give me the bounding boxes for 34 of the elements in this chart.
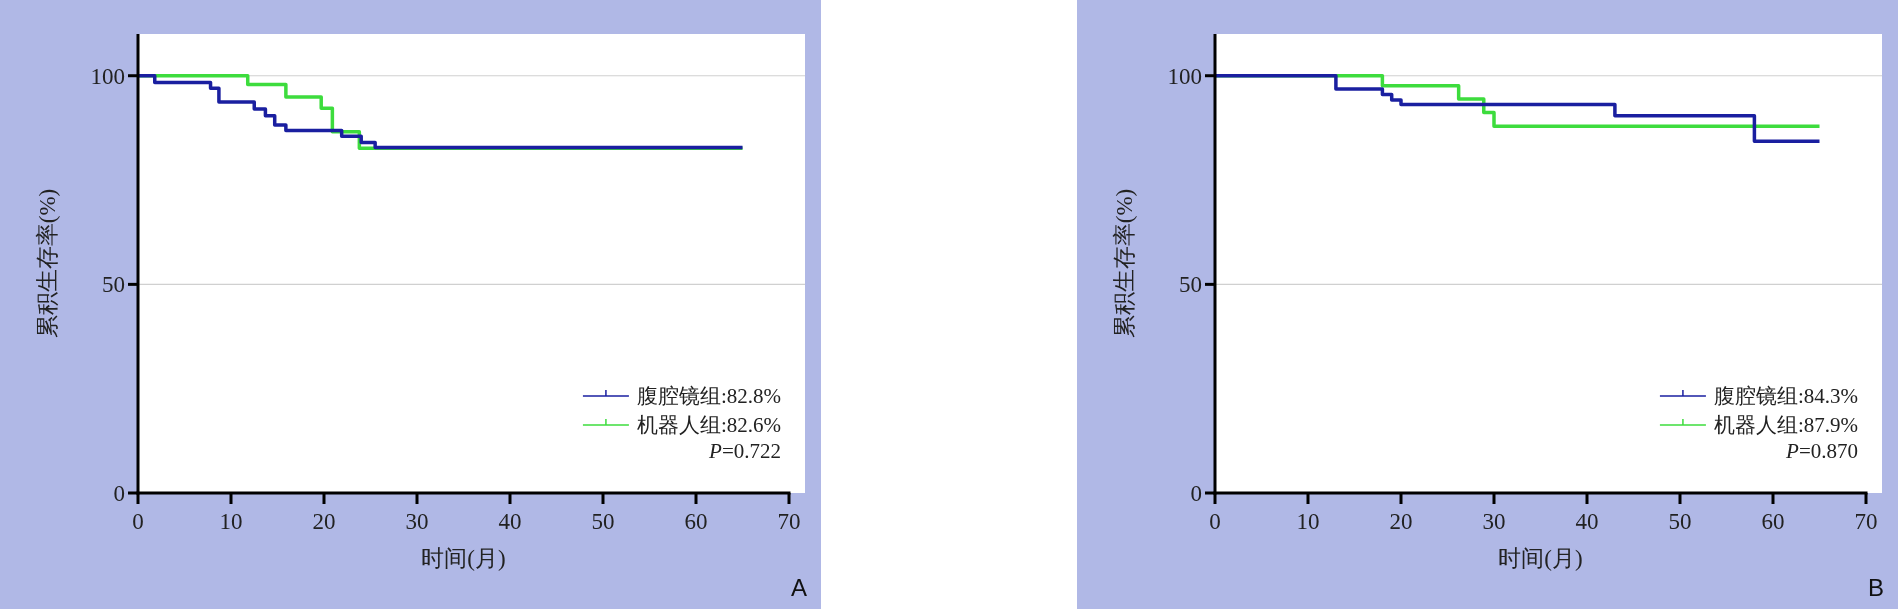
y-axis-title: 累积生存率(%) xyxy=(35,188,60,339)
x-tick-label: 60 xyxy=(684,509,708,534)
x-tick-label: 10 xyxy=(219,509,243,534)
y-tick-label: 0 xyxy=(1190,481,1202,506)
y-tick-label: 50 xyxy=(1179,272,1202,298)
x-tick-label: 60 xyxy=(1761,509,1785,534)
x-axis-title: 时间(月) xyxy=(1498,546,1583,571)
x-tick-label: 0 xyxy=(1209,509,1221,534)
y-tick-label: 0 xyxy=(113,481,125,506)
x-tick-label: 40 xyxy=(1575,509,1599,534)
y-axis-title: 累积生存率(%) xyxy=(1112,188,1137,339)
y-tick-label: 50 xyxy=(102,272,125,298)
x-tick-label: 30 xyxy=(405,509,429,534)
x-tick-label: 10 xyxy=(1296,509,1320,534)
x-tick-label: 70 xyxy=(1854,509,1878,534)
x-tick-label: 50 xyxy=(591,509,615,534)
x-tick-label: 30 xyxy=(1482,509,1506,534)
text: A xyxy=(790,574,807,601)
x-tick-label: 50 xyxy=(1668,509,1692,534)
legend-label: 机器人组:87.9% xyxy=(1713,413,1858,437)
y-tick-label: 100 xyxy=(1167,63,1202,89)
legend-label: 腹腔镜组:82.8% xyxy=(636,384,781,408)
x-tick-label: 70 xyxy=(777,509,801,534)
x-axis-title: 时间(月) xyxy=(421,546,506,571)
x-tick-label: 40 xyxy=(498,509,522,534)
legend-label: 腹腔镜组:84.3% xyxy=(1713,384,1858,408)
text: B xyxy=(1867,574,1884,601)
legend-label: 机器人组:82.6% xyxy=(636,413,781,437)
annotation: P=0.870 xyxy=(1785,439,1858,463)
x-tick-label: 20 xyxy=(312,509,336,534)
x-tick-label: 0 xyxy=(132,509,144,534)
x-tick-label: 20 xyxy=(1389,509,1413,534)
y-tick-label: 100 xyxy=(90,63,125,89)
annotation: P=0.722 xyxy=(708,439,781,463)
